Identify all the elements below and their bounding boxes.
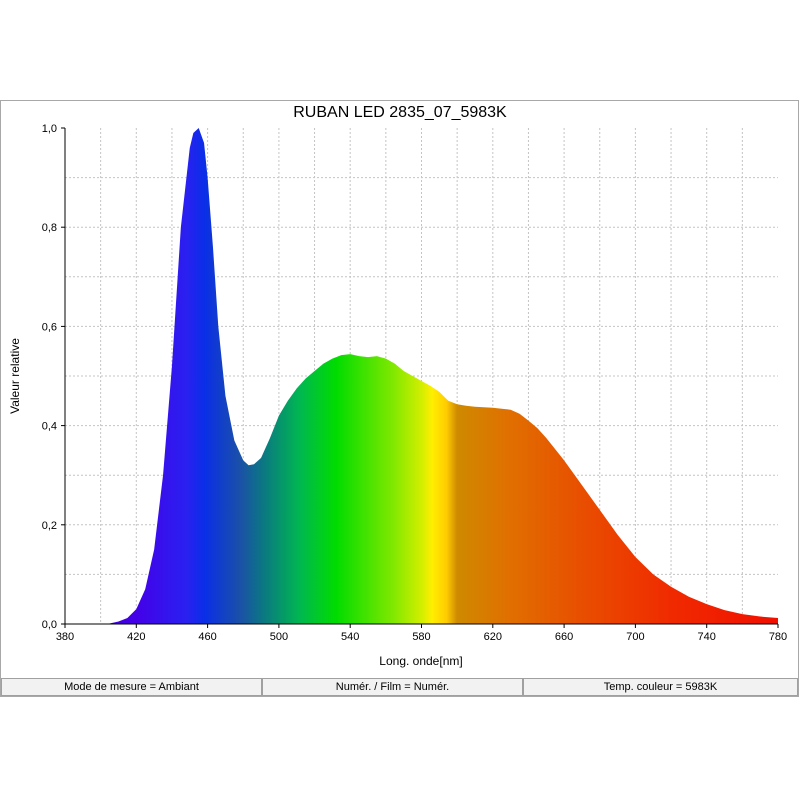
x-tick-label: 780	[769, 631, 787, 643]
x-tick-label: 460	[198, 631, 216, 643]
x-tick-label: 700	[626, 631, 644, 643]
y-tick-label: 0,0	[42, 619, 57, 631]
x-tick-label: 540	[341, 631, 359, 643]
x-tick-label: 500	[270, 631, 288, 643]
status-bar: Mode de mesure = Ambiant Numér. / Film =…	[1, 678, 798, 696]
status-color-temp: Temp. couleur = 5983K	[523, 678, 798, 696]
y-tick-label: 0,6	[42, 321, 57, 333]
x-axis: 380 420 460 500 540 580 620 660 700 740 780	[56, 624, 787, 643]
x-tick-label: 620	[484, 631, 502, 643]
chart-title: RUBAN LED 2835_07_5983K	[293, 104, 507, 121]
x-tick-label: 380	[56, 631, 74, 643]
status-film: Numér. / Film = Numér.	[262, 678, 523, 696]
x-tick-label: 660	[555, 631, 573, 643]
y-axis-label: Valeur relative	[8, 338, 22, 414]
y-tick-label: 0,8	[42, 222, 57, 234]
y-tick-label: 0,2	[42, 520, 57, 532]
x-axis-label: Long. onde[nm]	[379, 654, 462, 668]
x-tick-label: 740	[698, 631, 716, 643]
y-axis: 0,0 0,2 0,4 0,6 0,8 1,0	[42, 123, 65, 631]
x-tick-label: 580	[412, 631, 430, 643]
x-tick-label: 420	[127, 631, 145, 643]
spectrum-area	[65, 128, 778, 624]
y-tick-label: 1,0	[42, 123, 57, 135]
status-measure-mode: Mode de mesure = Ambiant	[1, 678, 262, 696]
y-tick-label: 0,4	[42, 421, 57, 433]
